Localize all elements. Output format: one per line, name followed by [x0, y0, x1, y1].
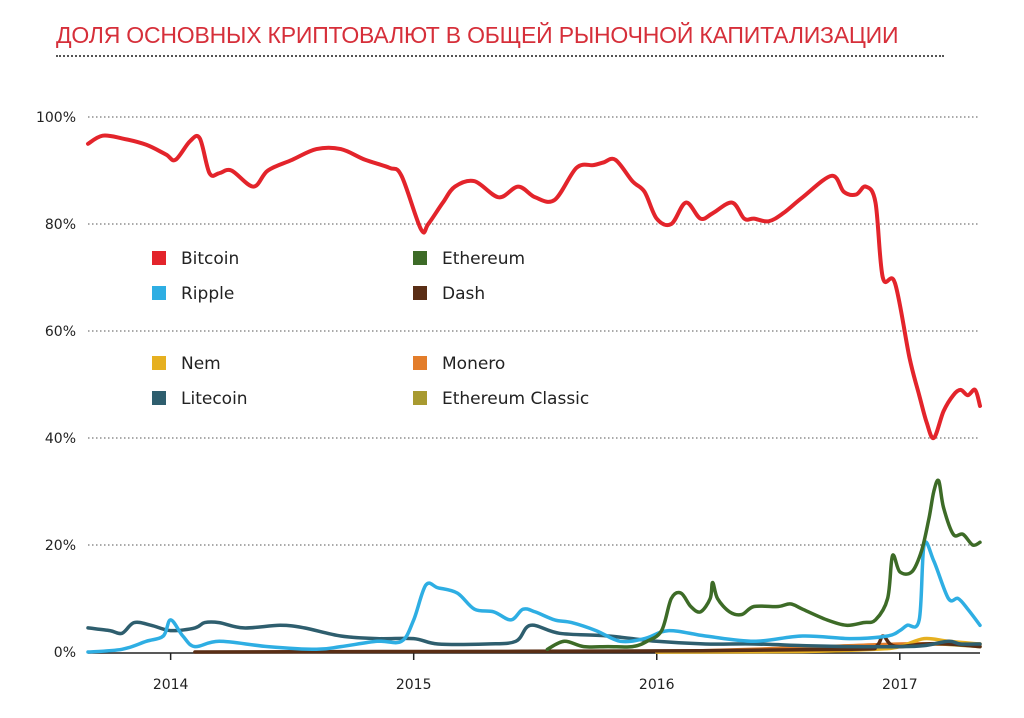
series-line-bitcoin: [86, 133, 982, 441]
legend-label-bitcoin: Bitcoin: [181, 249, 239, 269]
x-tick-label: 2015: [396, 677, 432, 693]
title-underline: [56, 55, 944, 57]
y-tick-label: 20%: [45, 538, 76, 554]
legend-swatch-dash: [413, 286, 427, 300]
legend-label-monero: Monero: [442, 354, 505, 374]
y-tick-label: 0%: [54, 645, 76, 661]
y-tick-label: 60%: [45, 324, 76, 340]
legend-label-dash: Dash: [442, 284, 485, 304]
grid-lines: [88, 116, 980, 546]
legend-swatch-ripple: [152, 286, 166, 300]
legend-swatch-ethereum-classic: [413, 391, 427, 405]
y-tick-label: 100%: [36, 110, 76, 126]
legend-swatch-litecoin: [152, 391, 166, 405]
series-line-ethereum: [545, 478, 982, 652]
legend-label-ethereum-classic: Ethereum Classic: [442, 389, 589, 409]
y-axis: 0% 20% 40% 60% 80% 100%: [36, 110, 76, 661]
legend-label-litecoin: Litecoin: [181, 389, 248, 409]
x-tick-label: 2017: [882, 677, 918, 693]
legend-swatch-bitcoin: [152, 251, 166, 265]
legend-swatch-monero: [413, 356, 427, 370]
chart-title: ДОЛЯ ОСНОВНЫХ КРИПТОВАЛЮТ В ОБЩЕЙ РЫНОЧН…: [56, 22, 899, 48]
series-lines: [86, 133, 982, 654]
x-tick-label: 2014: [153, 677, 189, 693]
x-tick-label: 2016: [639, 677, 675, 693]
legend-swatch-ethereum: [413, 251, 427, 265]
legend: Bitcoin Ethereum Ripple Dash Nem Monero Liteco…: [152, 249, 589, 409]
legend-label-ripple: Ripple: [181, 284, 234, 304]
series-line-ripple: [86, 540, 982, 654]
legend-label-nem: Nem: [181, 354, 221, 374]
series-line-litecoin: [86, 620, 982, 649]
y-tick-label: 80%: [45, 217, 76, 233]
y-tick-label: 40%: [45, 431, 76, 447]
legend-label-ethereum: Ethereum: [442, 249, 525, 269]
x-axis: 2014 2015 2016 2017: [88, 652, 980, 693]
legend-swatch-nem: [152, 356, 166, 370]
